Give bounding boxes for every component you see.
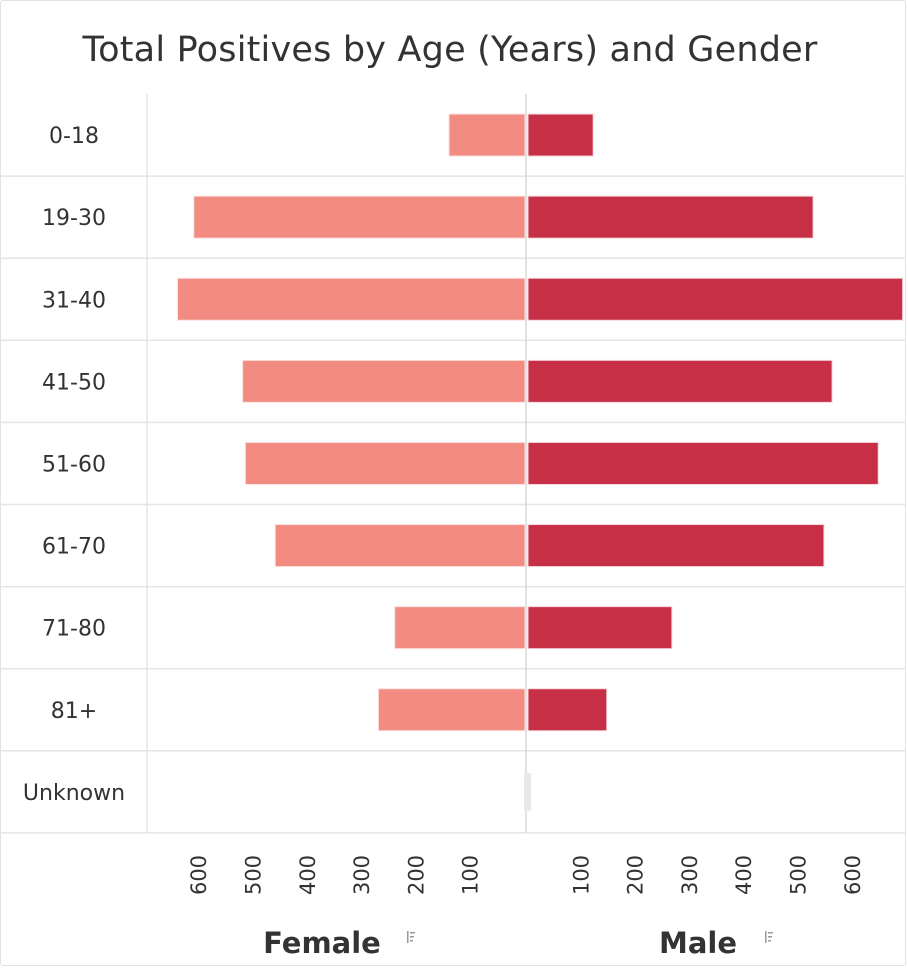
- category-label: 51-60: [42, 452, 106, 477]
- male-bar: [527, 524, 825, 568]
- female-sort-icon-bar: [410, 936, 414, 938]
- female-tick-label: 100: [459, 855, 483, 895]
- female-sort-icon-bar: [410, 932, 415, 934]
- male-tick-label: 100: [569, 855, 593, 895]
- male-tick-label: 200: [624, 855, 648, 895]
- male-tick-label: 400: [732, 855, 756, 895]
- female-sort-icon-bar: [410, 940, 413, 942]
- female-bar: [394, 606, 526, 650]
- category-label: 31-40: [42, 288, 106, 313]
- male-tick-label: 500: [787, 855, 811, 895]
- female-bar: [274, 524, 526, 568]
- category-label: 41-50: [42, 370, 106, 395]
- male-sort-icon-bar: [768, 936, 772, 938]
- female-sort-icon: [407, 931, 409, 943]
- male-bar: [527, 441, 879, 485]
- male-bar: [527, 195, 814, 239]
- chart-title: Total Positives by Age (Years) and Gende…: [82, 30, 818, 70]
- male-tick-label: 600: [841, 855, 865, 895]
- female-tick-label: 500: [242, 855, 266, 895]
- male-bar: [527, 606, 673, 650]
- male-sort-icon-bar: [768, 940, 771, 942]
- male-bar: [527, 113, 594, 157]
- male-bar: [527, 359, 833, 403]
- female-bar: [176, 277, 526, 321]
- female-bar: [448, 113, 526, 157]
- category-label: Unknown: [23, 781, 125, 806]
- category-label: 0-18: [49, 124, 99, 149]
- female-tick-label: 300: [350, 855, 374, 895]
- category-label: 61-70: [42, 535, 106, 560]
- male-tick-label: 300: [678, 855, 702, 895]
- female-tick-label: 200: [404, 855, 428, 895]
- female-bar: [193, 195, 526, 239]
- category-label: 71-80: [42, 617, 106, 642]
- category-label: 81+: [51, 699, 97, 724]
- empty-bar-placeholder: [524, 772, 531, 811]
- female-tick-label: 600: [187, 855, 211, 895]
- male-sort-icon: [765, 931, 767, 943]
- male-bar: [527, 277, 904, 321]
- female-axis-title: Female: [263, 926, 381, 960]
- male-sort-icon-bar: [768, 932, 773, 934]
- female-bar: [377, 688, 526, 732]
- female-bar: [244, 441, 526, 485]
- male-axis-title: Male: [659, 926, 737, 960]
- female-tick-label: 400: [296, 855, 320, 895]
- male-bar: [527, 688, 608, 732]
- female-bar: [242, 359, 526, 403]
- category-label: 19-30: [42, 206, 106, 231]
